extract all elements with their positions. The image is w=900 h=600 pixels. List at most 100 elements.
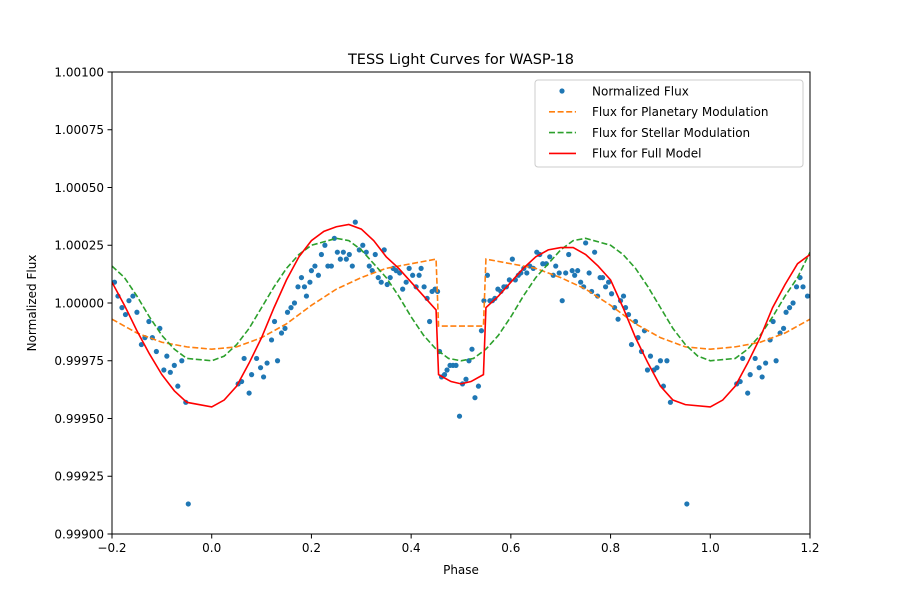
- flux-point: [284, 309, 291, 315]
- flux-point: [800, 284, 806, 290]
- flux-point: [777, 330, 783, 336]
- y-tick-label: 0.99925: [54, 470, 104, 484]
- flux-point: [756, 365, 762, 371]
- flux-point: [509, 256, 515, 262]
- x-tick-label: 0.2: [302, 541, 321, 555]
- x-tick-label: 0.8: [601, 541, 620, 555]
- flux-point: [171, 362, 177, 368]
- flux-point: [400, 286, 406, 292]
- flux-point: [381, 247, 387, 253]
- flux-point: [553, 263, 559, 269]
- flux-point: [615, 316, 621, 322]
- flux-point: [647, 353, 654, 359]
- flux-point: [260, 374, 267, 380]
- flux-point: [126, 298, 132, 304]
- flux-point: [318, 251, 324, 258]
- flux-point: [456, 413, 463, 419]
- flux-point: [644, 367, 651, 373]
- series-line-2: [112, 237, 810, 362]
- flux-point: [575, 268, 581, 274]
- flux-point: [378, 279, 384, 285]
- flux-point: [563, 270, 569, 276]
- y-axis-label: Normalized Flux: [25, 255, 39, 352]
- flux-point: [282, 325, 288, 332]
- flux-point: [271, 318, 278, 325]
- flux-point: [654, 365, 660, 371]
- flux-point: [406, 265, 412, 271]
- flux-point: [301, 284, 308, 290]
- legend-item: Flux for Full Model: [549, 147, 701, 161]
- flux-point: [657, 358, 664, 364]
- legend-marker: [559, 88, 565, 94]
- y-tick-label: 1.00075: [54, 123, 104, 137]
- y-tick-label: 0.99950: [54, 412, 104, 426]
- legend-box: [534, 79, 804, 168]
- x-tick-label: −0.2: [97, 541, 126, 555]
- flux-point: [572, 272, 578, 278]
- flux-point: [146, 318, 152, 325]
- flux-point: [295, 284, 301, 290]
- y-tick-label: 0.99975: [54, 354, 104, 368]
- flux-point: [363, 249, 369, 255]
- flux-point: [253, 355, 260, 362]
- flux-point: [352, 219, 358, 225]
- flux-point: [578, 279, 584, 285]
- legend-item: Flux for Planetary Modulation: [549, 105, 768, 119]
- flux-point: [384, 281, 390, 288]
- flux-point: [506, 277, 512, 283]
- flux-point: [472, 395, 478, 401]
- flux-point: [556, 270, 562, 276]
- flux-point: [274, 358, 281, 364]
- flux-point: [453, 362, 459, 368]
- flux-point: [426, 318, 433, 325]
- flux-point: [416, 272, 422, 278]
- y-tick-label: 0.99900: [54, 527, 104, 541]
- flux-point: [167, 369, 173, 375]
- flux-point: [164, 353, 170, 359]
- flux-point: [334, 249, 340, 255]
- flux-point: [410, 272, 416, 278]
- flux-point: [369, 268, 375, 274]
- flux-point: [583, 240, 589, 246]
- flux-point: [372, 251, 378, 258]
- flux-point: [349, 263, 355, 269]
- legend: Normalized Flux Flux for Planetary Modula…: [534, 79, 804, 168]
- flux-point: [592, 249, 598, 255]
- legend-label: Normalized Flux: [592, 84, 689, 98]
- flux-point: [469, 346, 475, 352]
- flux-point: [403, 279, 409, 285]
- series-line-3: [112, 223, 810, 408]
- flux-point: [288, 305, 294, 311]
- flux-point: [745, 390, 751, 396]
- flux-point: [421, 284, 427, 290]
- flux-point: [786, 305, 793, 311]
- flux-point: [763, 360, 769, 366]
- x-tick-label: 1.0: [701, 541, 720, 555]
- x-axis-label: Phase: [443, 563, 479, 577]
- flux-point: [444, 367, 450, 373]
- series-layer: [112, 219, 810, 507]
- flux-point: [179, 358, 185, 364]
- flux-point: [249, 372, 255, 378]
- y-axis: 0.99900 0.99925 0.99950 0.99975 1.00000 1.000…: [54, 65, 112, 541]
- flux-point: [759, 374, 765, 380]
- flux-point: [602, 284, 609, 290]
- flux-point: [740, 355, 746, 362]
- flux-point: [303, 293, 310, 299]
- flux-point: [278, 330, 285, 336]
- flux-point: [524, 270, 530, 276]
- legend-label: Flux for Stellar Modulation: [592, 126, 750, 140]
- y-tick-label: 1.00025: [54, 239, 104, 253]
- x-tick-label: 0.0: [202, 541, 221, 555]
- flux-point: [684, 501, 690, 507]
- flux-point: [566, 251, 572, 258]
- flux-point: [773, 358, 779, 364]
- flux-point: [478, 328, 485, 334]
- x-axis: −0.2 0.0 0.2 0.4 0.6 0.8 1.0 1.2: [97, 534, 820, 555]
- flux-point: [605, 279, 612, 285]
- flux-point: [418, 265, 424, 271]
- flux-point: [366, 263, 372, 269]
- flux-point: [307, 279, 313, 285]
- flux-point: [161, 367, 167, 373]
